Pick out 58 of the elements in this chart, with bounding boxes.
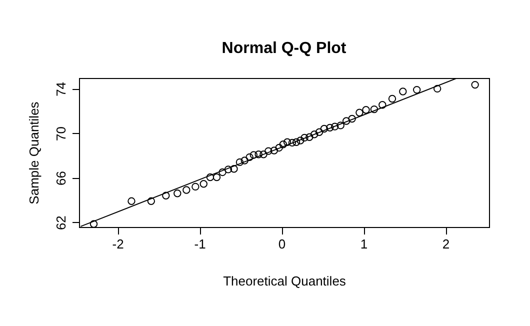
point [128,197,136,206]
point [356,108,364,116]
point [90,220,98,228]
point [212,173,221,182]
point [250,151,258,159]
point [275,144,283,152]
point [330,122,339,130]
point [399,88,407,96]
x-tick-label: 0 [278,236,286,252]
point [300,134,308,142]
point [200,180,208,188]
point [182,186,190,194]
point [288,138,296,147]
x-tick-label: -2 [112,236,124,252]
point [326,124,334,132]
point [433,84,442,93]
point [283,138,292,146]
point [362,106,370,114]
x-tick-label: 1 [360,236,368,252]
point [292,138,300,146]
point [192,182,200,191]
point [270,146,278,154]
x-axis-title: Theoretical Quantiles [223,274,346,288]
y-tick-label: 70 [54,126,68,141]
point [296,136,304,144]
point [162,192,170,200]
point [224,166,232,174]
point [342,117,350,125]
point [348,114,356,123]
point [310,130,318,138]
point [260,150,268,158]
point [236,158,244,166]
point [230,165,238,173]
point [315,128,324,136]
point [336,122,344,130]
point [174,190,182,198]
point [388,94,396,103]
point [240,156,248,164]
point [254,150,262,158]
point [206,173,214,182]
point [320,124,328,133]
point [370,105,378,114]
point [471,80,479,89]
y-tick-label: 62 [54,216,68,230]
y-tick-label: 66 [54,171,68,186]
y-axis-title: Sample Quantiles [26,101,42,204]
point [306,133,314,141]
point [218,168,226,176]
point [264,147,272,155]
x-tick-label: 2 [442,236,450,252]
point [147,197,156,206]
point [412,86,421,94]
point [378,100,386,109]
x-tick-label: -1 [194,236,206,252]
point [246,153,254,162]
point [279,140,288,148]
chart-title: Normal Q-Q Plot [222,40,347,57]
y-tick-label: 74 [54,82,68,96]
